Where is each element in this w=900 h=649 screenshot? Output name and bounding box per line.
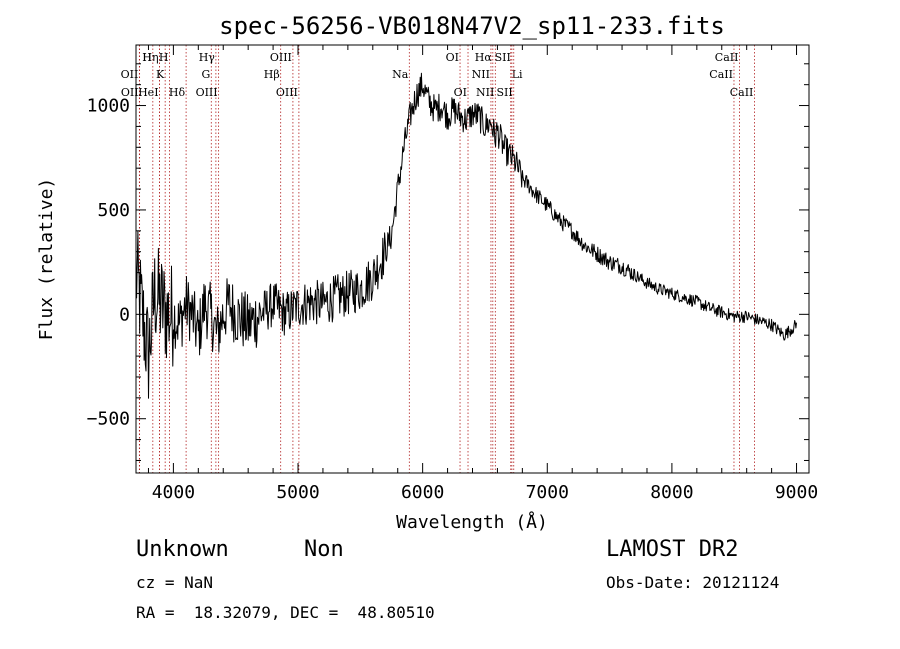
line-label-11: Hβ <box>264 68 280 81</box>
line-label-19: NII <box>476 86 494 99</box>
x-tick-label-5: 9000 <box>775 482 818 503</box>
line-label-15: OI <box>446 51 459 64</box>
line-label-20: Li <box>512 68 523 81</box>
line-label-3: Hη <box>142 51 158 64</box>
y-tick-label-2: 500 <box>97 200 130 221</box>
line-label-18: Hα <box>475 51 493 64</box>
spectrum-series <box>136 72 797 399</box>
line-label-8: G <box>201 68 210 81</box>
object-class: Unknown <box>136 537 229 562</box>
line-label-2: H <box>142 51 152 64</box>
x-tick-label-1: 5000 <box>276 482 319 503</box>
x-tick-label-2: 6000 <box>401 482 444 503</box>
spectral-line-markers: OIIOIIHHηHeIKHHδGHγOIIIHβOIIIOIIINaOIOIN… <box>121 45 755 473</box>
y-tick-label-0: −500 <box>87 409 130 430</box>
x-axis-label: Wavelength (Å) <box>396 511 548 533</box>
line-label-5: K <box>156 68 165 81</box>
line-label-7: Hδ <box>169 86 186 99</box>
line-label-25: CaII <box>730 86 754 99</box>
x-tick-label-0: 4000 <box>152 482 195 503</box>
axis-ticks: 4000 5000 6000 7000 8000 9000 −500 0 500 1000 <box>87 45 818 503</box>
line-label-24: CaII <box>715 51 739 64</box>
observation-date: Obs-Date: 20121124 <box>606 573 780 592</box>
object-subclass: Non <box>304 537 344 562</box>
line-label-16: OI <box>454 86 467 99</box>
y-tick-label-3: 1000 <box>87 96 130 117</box>
y-tick-label-1: 0 <box>119 304 130 325</box>
line-label-1: OII <box>121 86 139 99</box>
chart-title: spec-56256-VB018N47V2_sp11-233.fits <box>219 12 725 40</box>
line-label-21: SII <box>495 51 511 64</box>
line-label-6: H <box>159 51 169 64</box>
line-label-23: CaII <box>709 68 733 81</box>
y-axis-label: Flux (relative) <box>36 178 57 341</box>
line-label-14: Na <box>392 68 409 81</box>
line-label-12: OIII <box>270 51 292 64</box>
line-label-0: OII <box>121 68 139 81</box>
survey-name: LAMOST DR2 <box>606 537 739 562</box>
line-label-22: SII <box>497 86 513 99</box>
spectrum-line <box>136 72 797 399</box>
line-label-4: HeI <box>138 86 158 99</box>
line-label-17: NII <box>472 68 490 81</box>
x-tick-label-4: 8000 <box>650 482 693 503</box>
coordinates: RA = 18.32079, DEC = 48.80510 <box>136 603 435 622</box>
line-label-10: OIII <box>196 86 218 99</box>
x-tick-label-3: 7000 <box>526 482 569 503</box>
line-label-9: Hγ <box>199 51 216 64</box>
line-label-13: OIII <box>276 86 298 99</box>
redshift-value: cz = NaN <box>136 573 214 592</box>
